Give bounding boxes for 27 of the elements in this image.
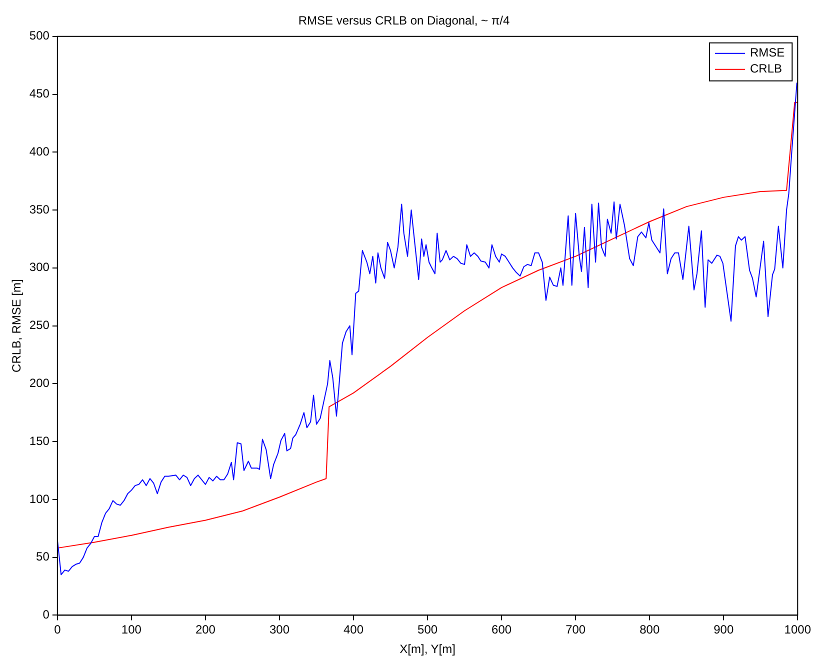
y-tick-label: 300 xyxy=(29,260,50,274)
x-tick-label: 700 xyxy=(566,622,586,637)
legend-label: RMSE xyxy=(750,46,785,60)
x-tick-label: 500 xyxy=(418,622,438,637)
y-tick-label: 0 xyxy=(42,608,50,622)
y-tick-label: 100 xyxy=(29,492,50,506)
x-tick-label: 200 xyxy=(195,622,216,637)
x-tick-label: 0 xyxy=(54,622,62,637)
y-tick-label: 450 xyxy=(29,86,50,101)
x-axis-title: X[m], Y[m] xyxy=(400,642,456,656)
x-tick-label: 300 xyxy=(269,622,290,637)
x-tick-label: 1000 xyxy=(784,622,812,637)
y-tick-label: 500 xyxy=(29,28,50,43)
x-tick-label: 800 xyxy=(640,622,660,637)
y-tick-label: 400 xyxy=(29,144,50,158)
y-tick-label: 200 xyxy=(29,376,50,390)
x-tick-label: 400 xyxy=(344,622,364,637)
x-tick-label: 900 xyxy=(714,622,734,637)
y-axis-title: CRLB, RMSE [m] xyxy=(10,279,24,372)
y-tick-label: 250 xyxy=(29,318,50,332)
y-tick-label: 150 xyxy=(29,434,50,448)
x-tick-label: 100 xyxy=(121,622,142,637)
y-tick-label: 50 xyxy=(36,550,50,564)
legend-label: CRLB xyxy=(750,62,782,76)
y-tick-label: 350 xyxy=(29,202,50,216)
x-tick-label: 600 xyxy=(492,622,512,637)
chart-title: RMSE versus CRLB on Diagonal, ~ π/4 xyxy=(298,14,510,28)
